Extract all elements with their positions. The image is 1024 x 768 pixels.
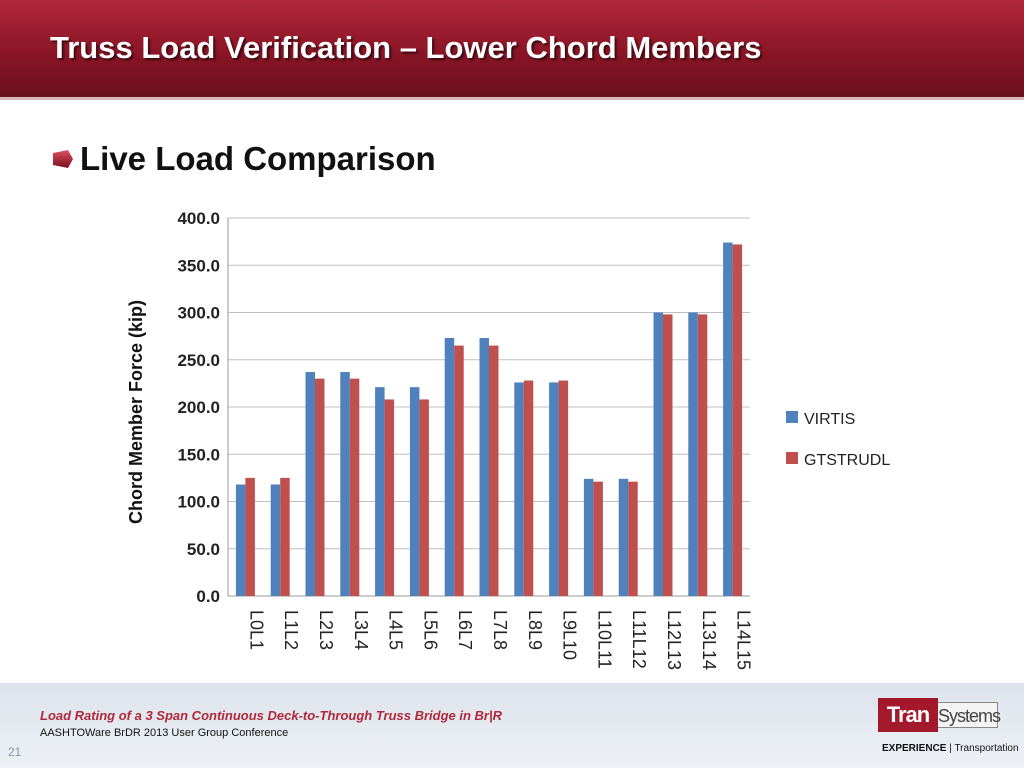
x-tick-label: L8L9: [525, 610, 545, 650]
x-tick-label: L6L7: [455, 610, 475, 650]
bar-virtis-l10l11: [583, 478, 594, 596]
y-tick-label: 350.0: [177, 256, 220, 275]
bar-virtis-l2l3: [305, 372, 315, 596]
x-tick-label: L2L3: [316, 610, 336, 650]
bullet-text: Live Load Comparison: [80, 140, 436, 177]
slide-title: Truss Load Verification – Lower Chord Me…: [50, 30, 762, 65]
bar-virtis-l13l14: [688, 312, 698, 596]
y-tick-label: 300.0: [177, 304, 220, 323]
footer-subtitle: AASHTOWare BrDR 2013 User Group Conferen…: [40, 727, 289, 739]
bar-gtstrudl-l9l10: [558, 380, 569, 596]
bar-virtis-l0l1: [235, 484, 246, 596]
y-tick-label: 200.0: [177, 398, 220, 417]
x-tick-label: L12L13: [664, 610, 684, 670]
bar-virtis-l11l12: [618, 478, 629, 596]
bar-gtstrudl-l2l3: [315, 378, 325, 596]
y-tick-label: 150.0: [177, 445, 220, 464]
bar-gtstrudl-l12l13: [663, 314, 673, 596]
x-tick-label: L4L5: [386, 610, 406, 650]
bar-gtstrudl-l4l5: [384, 399, 395, 596]
x-tick-label: L7L8: [490, 610, 510, 650]
bar-virtis-l14l15: [723, 242, 733, 596]
footer-band: [0, 683, 1024, 768]
bar-virtis-l6l7: [444, 338, 455, 596]
y-axis-label: Chord Member Force (kip): [126, 300, 146, 524]
tagline-bold: EXPERIENCE: [882, 743, 947, 754]
bar-gtstrudl-l11l12: [628, 481, 638, 596]
x-tick-label: L5L6: [420, 610, 440, 650]
bar-gtstrudl-l14l15: [732, 244, 743, 596]
bar-virtis-l9l10: [549, 382, 559, 596]
bullet-arrow-icon: [53, 150, 73, 168]
transystems-logo: Tran Systems: [878, 698, 1001, 732]
legend-label-gtstrudl: GTSTRUDL: [804, 452, 890, 469]
bar-virtis-l8l9: [514, 382, 524, 596]
bar-gtstrudl-l0l1: [245, 477, 255, 596]
x-tick-label: L10L11: [594, 610, 614, 669]
bar-gtstrudl-l8l9: [523, 380, 534, 596]
bar-gtstrudl-l1l2: [280, 477, 290, 596]
bar-gtstrudl-l7l8: [489, 345, 499, 596]
footer-title: Load Rating of a 3 Span Continuous Deck-…: [40, 708, 503, 723]
header-band: [0, 0, 1024, 97]
bar-virtis-l5l6: [409, 387, 420, 596]
logo-right-text: Systems: [938, 702, 1001, 728]
bar-gtstrudl-l10l11: [593, 481, 603, 596]
y-tick-label: 50.0: [187, 540, 220, 559]
logo-left-text: Tran: [878, 698, 938, 732]
bar-gtstrudl-l6l7: [454, 345, 464, 596]
y-tick-label: 0.0: [196, 587, 220, 606]
x-tick-label: L1L2: [281, 610, 301, 650]
bar-gtstrudl-l3l4: [349, 378, 360, 596]
bar-virtis-l3l4: [340, 372, 350, 596]
x-tick-label: L9L10: [560, 610, 580, 660]
bar-virtis-l12l13: [653, 312, 663, 596]
bar-chart: 0.0 50.0 100.0 150.0 200.0 250.0 300.0 350.0 400…: [126, 209, 890, 670]
y-tick-label: 400.0: [177, 209, 220, 228]
bar-virtis-l4l5: [375, 387, 385, 596]
legend-swatch-gtstrudl: [786, 452, 798, 464]
bar-gtstrudl-l5l6: [419, 399, 429, 596]
y-tick-label: 250.0: [177, 351, 220, 370]
page-number: 21: [8, 745, 22, 759]
bar-gtstrudl-l13l14: [697, 314, 708, 596]
header-divider: [0, 97, 1024, 100]
tagline-rest: | Transportation: [946, 743, 1019, 754]
bar-virtis-l1l2: [270, 484, 281, 596]
tagline: EXPERIENCE | Transportation: [882, 743, 1019, 754]
bar-virtis-l7l8: [479, 338, 489, 596]
x-tick-label: L14L15: [734, 610, 754, 670]
x-tick-label: L13L14: [699, 610, 719, 670]
x-tick-label: L0L1: [246, 610, 266, 650]
x-tick-label: L11L12: [629, 610, 649, 669]
x-tick-label: L3L4: [351, 610, 371, 650]
y-tick-label: 100.0: [177, 493, 220, 512]
legend-swatch-virtis: [786, 411, 798, 423]
legend-label-virtis: VIRTIS: [804, 411, 855, 428]
